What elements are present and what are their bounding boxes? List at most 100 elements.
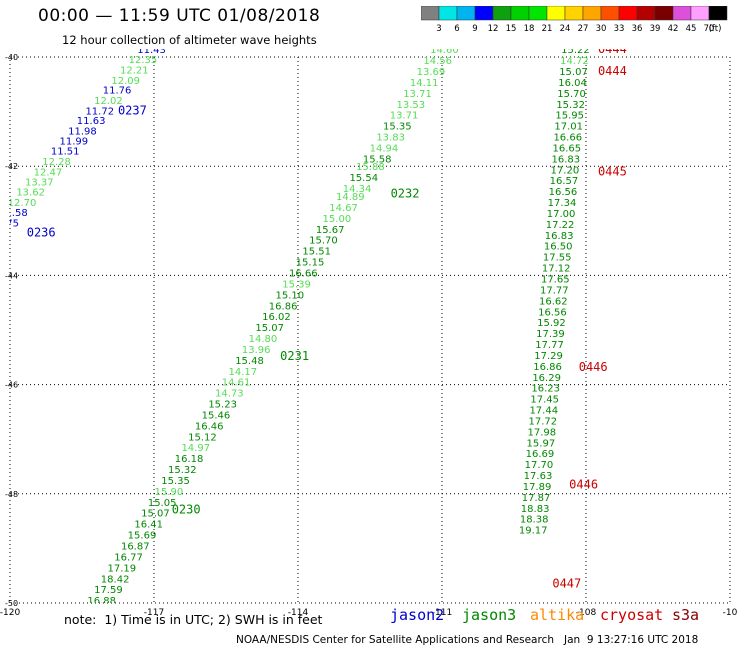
color-tick-label: 15 (506, 24, 517, 34)
wave-height-label: 16.41 (134, 520, 163, 531)
wave-height-label: 19.17 (519, 526, 548, 537)
wave-height-label: 17.70 (525, 460, 554, 471)
lon-tick-label: -10 (723, 608, 738, 618)
time-label: 0237 (118, 103, 147, 117)
wave-height-label: 17.59 (67, 629, 96, 640)
wave-height-label: 11.63 (77, 116, 106, 127)
wave-height-label: 16.66 (289, 268, 318, 279)
time-label: 0446 (569, 477, 598, 491)
color-tick-label: 6 (454, 24, 459, 34)
wave-height-label: 15.22 (561, 45, 590, 56)
wave-height-label: 17.77 (540, 285, 569, 296)
wave-height-label: 17.01 (554, 122, 583, 133)
wave-height-label: 15.23 (208, 400, 237, 411)
color-tick-label: 27 (578, 24, 589, 34)
legend-s3a: s3a (672, 606, 700, 624)
time-label: 0231 (280, 349, 309, 363)
legend-jason3: jason3 (462, 606, 517, 624)
wave-height-label: 15.35 (383, 122, 412, 133)
lon-tick-label: -108 (576, 608, 597, 618)
time-label: 0232 (391, 186, 420, 200)
wave-height-label: 15.54 (349, 173, 378, 184)
wave-height-label: 16.50 (544, 242, 573, 253)
time-label: 0444 (598, 64, 627, 78)
wave-height-label: 16.66 (553, 133, 582, 144)
time-label: 0230 (172, 502, 201, 516)
wave-height-label: 15.92 (537, 318, 566, 329)
lat-tick-label: -48 (5, 490, 18, 499)
wave-height-label: 15.05 (148, 498, 177, 509)
wave-height-label: 13.62 (16, 188, 45, 199)
wave-height-label: 16.57 (550, 176, 579, 187)
color-tick-label: 33 (614, 24, 625, 34)
wave-height-label: 15.00 (323, 214, 352, 225)
wave-height-label: 17.29 (534, 351, 563, 362)
wave-height-label: 18.38 (520, 515, 549, 526)
wave-height-label: 16.46 (195, 421, 224, 432)
wave-height-label: 16.83 (545, 231, 574, 242)
wave-height-label: 16.56 (549, 187, 578, 198)
wave-height-label: 15.90 (155, 487, 184, 498)
wave-height-label: 18.83 (521, 504, 550, 515)
color-tick-label: 30 (596, 24, 607, 34)
legend-cryosat: cryosat (600, 606, 664, 624)
wave-height-label: 16.62 (539, 296, 568, 307)
wave-height-label: 14.61 (222, 378, 251, 389)
wave-height-label: 17.55 (543, 253, 572, 264)
wave-height-label: 13.37 (25, 177, 54, 188)
wave-height-label: 15.67 (316, 225, 345, 236)
wave-height-label: 15.97 (527, 438, 556, 449)
wave-height-label: 16.02 (262, 312, 291, 323)
wave-height-label: 14.60 (430, 45, 459, 56)
lon-tick-label: -117 (144, 608, 164, 618)
time-label: 0445 (598, 164, 627, 178)
wave-height-label: 15.48 (235, 356, 264, 367)
wave-height-label: 18.42 (101, 574, 130, 585)
wave-height-label: 14.17 (228, 367, 257, 378)
wave-height-label: 11.98 (68, 127, 97, 138)
wave-height-label: 15.07 (141, 509, 170, 520)
color-tick-label: 45 (686, 24, 697, 34)
wave-height-label: 17.22 (546, 220, 575, 231)
wave-height-label: 15.70 (557, 89, 586, 100)
wave-height-label: 14.72 (560, 56, 589, 67)
wave-height-label: 17.77 (535, 340, 564, 351)
wave-height-label: 16.23 (531, 384, 560, 395)
wave-height-label: 17.65 (541, 274, 570, 285)
color-tick-label: 12 (488, 24, 499, 34)
wave-height-label: 14.97 (181, 443, 210, 454)
lon-tick-label: -114 (288, 608, 309, 618)
time-label: 0444 (598, 42, 627, 56)
color-tick-label: 42 (668, 24, 679, 34)
color-swatch (708, 6, 728, 21)
wave-height-label: 17.59 (94, 585, 123, 596)
wave-height-label: 15.10 (276, 290, 305, 301)
wave-height-label: 11.51 (51, 147, 80, 158)
legend-note: note: 1) Time is in UTC; 2) SWH is in fe… (64, 612, 323, 627)
wave-height-label: 15.95 (555, 111, 584, 122)
color-unit-label: (ft) (709, 24, 722, 34)
wave-height-label: 16.87 (121, 541, 150, 552)
wave-height-label: 11.99 (60, 136, 89, 147)
wave-height-label: 15.12 (188, 432, 217, 443)
wave-height-label: 11.43 (137, 45, 166, 56)
wave-height-label: 17.34 (548, 198, 577, 209)
lat-tick-label: -42 (5, 162, 18, 171)
wave-height-label: 14.34 (343, 184, 372, 195)
map-subtitle: 12 hour collection of altimeter wave hei… (62, 33, 317, 47)
track-jason2-a: 11.4312.3512.2112.0911.7612.0211.7211.63… (0, 45, 166, 240)
wave-height-label: 15.70 (309, 236, 338, 247)
map-title: 00:00 — 11:59 UTC 01/08/2018 (38, 6, 321, 26)
wave-height-label: 16.56 (538, 307, 567, 318)
wave-height-label: 17.39 (536, 329, 565, 340)
wave-height-label: 15.07 (559, 67, 588, 78)
wave-height-label: 16.29 (532, 373, 561, 384)
wave-height-label: 16.86 (269, 301, 298, 312)
wave-height-label: 11.76 (103, 86, 132, 97)
wave-height-label: 12.28 (42, 157, 71, 168)
wave-height-label: 16.83 (552, 154, 581, 165)
lat-tick-label: -44 (5, 271, 18, 280)
wave-height-label: 17.72 (528, 416, 557, 427)
wave-height-label: 14.73 (215, 389, 244, 400)
wave-height-label: 12.07 (0, 229, 10, 240)
